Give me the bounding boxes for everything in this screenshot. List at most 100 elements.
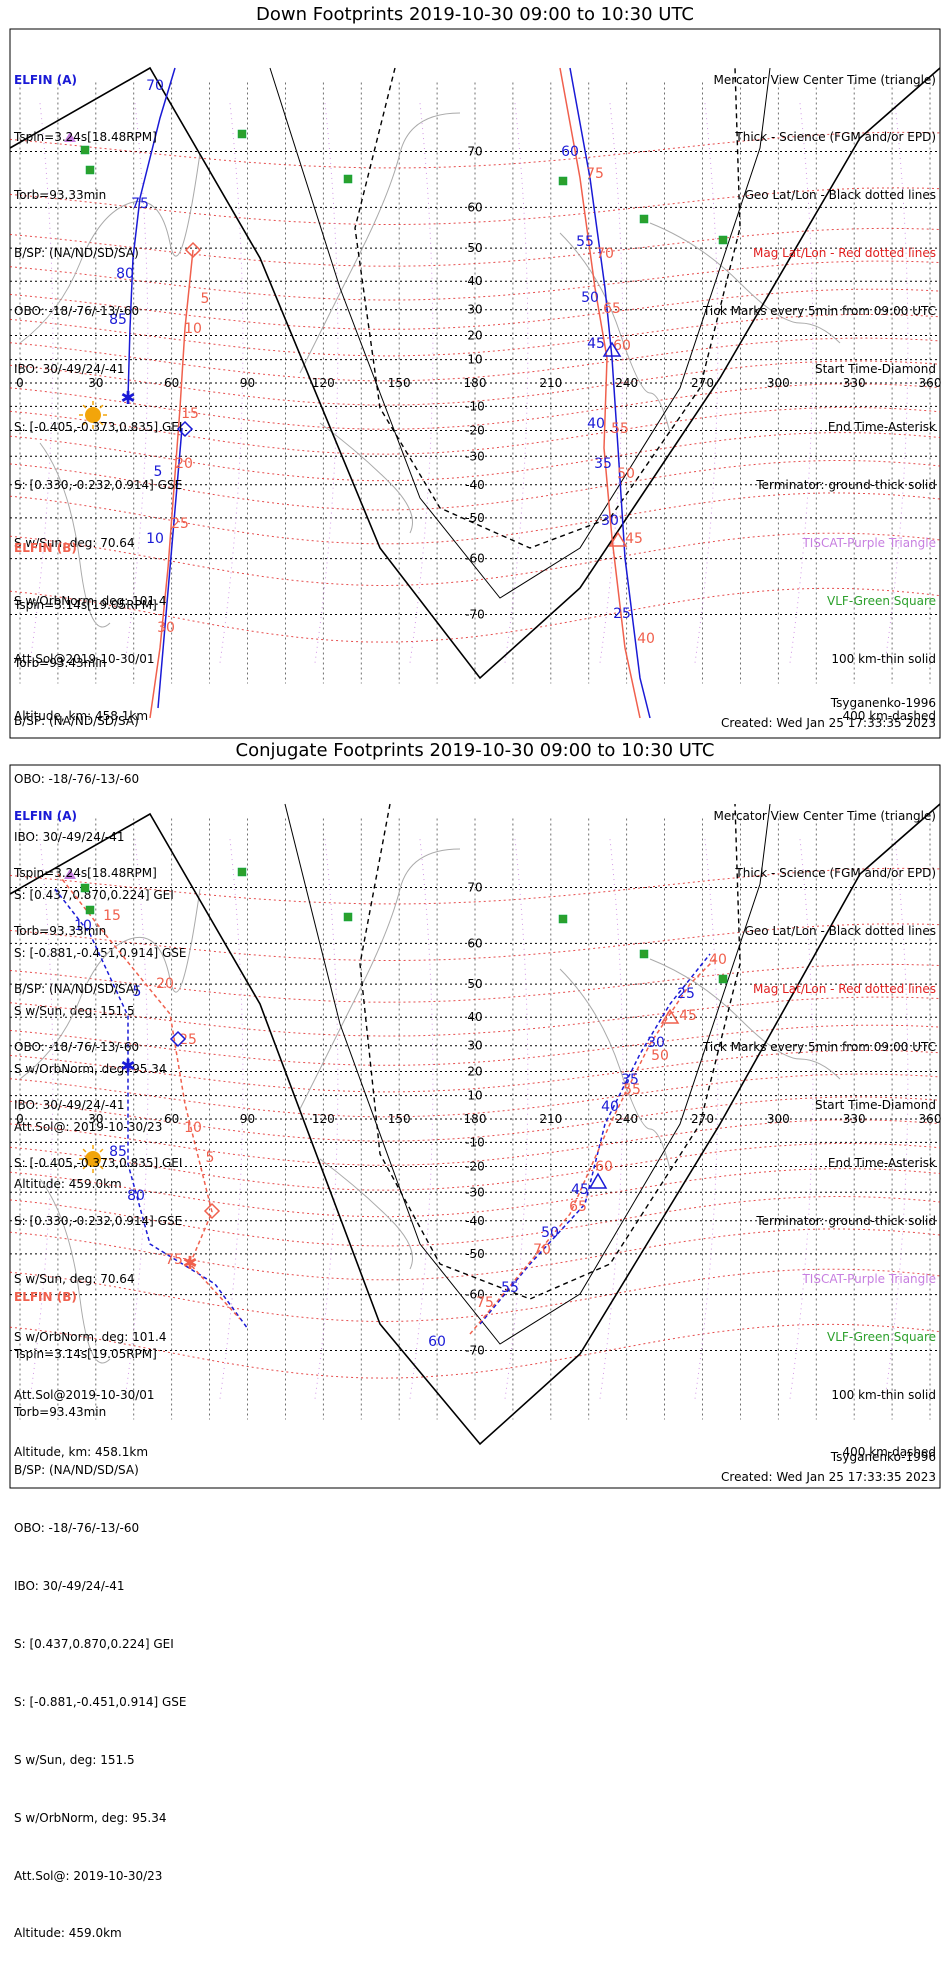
coastline: [39, 1178, 111, 1364]
mag-lon-line: [409, 103, 434, 663]
coastline: [299, 848, 461, 1110]
legend-item: Start Time-Diamond: [814, 1098, 936, 1113]
mag-lat-line: [9, 1073, 941, 1118]
mag-lat-line: [9, 532, 941, 587]
lat-tick-label: -10: [465, 1135, 485, 1149]
elfin-a-info-down: ELFIN (A) Tspin=3.24s[18.48RPM] Torb=93.…: [14, 32, 182, 746]
elfin-b-line: B/SP: (NA/ND/SD/SA): [14, 714, 139, 729]
lon-tick-label: 300: [767, 376, 790, 390]
mag-lat-line: [9, 1119, 941, 1166]
elfin-a-time-label: 30: [601, 513, 619, 529]
mag-lat-line: [9, 314, 941, 357]
mag-lat-line: [9, 432, 941, 482]
map-panel-down: 0 30 60 90 120 150 180 210 240 270 300 330 360 70 60 50…: [9, 28, 941, 739]
elfin-b-line: Altitude: 459.0km: [14, 1177, 122, 1192]
legend-item: Terminator: ground-thick solid: [756, 477, 936, 492]
lat-tick-label: -40: [465, 1214, 485, 1228]
mag-lon-line: [599, 103, 624, 663]
elfin-b-time-label: 5: [206, 1150, 215, 1166]
coastline: [319, 422, 413, 534]
elfin-b-time-label: 25: [171, 516, 189, 532]
elfin-b-time-label: 20: [175, 456, 193, 472]
vlf-station-square: [85, 905, 95, 915]
mag-lat-line: [9, 1143, 941, 1191]
lon-tick-label: 270: [691, 376, 714, 390]
sun-ray: [99, 1148, 104, 1153]
elfin-b-line: S w/Sun, deg: 151.5: [14, 1003, 135, 1018]
elfin-b-time-label: 70: [596, 246, 614, 262]
legend-item: Start Time-Diamond: [814, 362, 936, 377]
lat-tick-label: 30: [467, 303, 482, 317]
elfin-a-line: Tspin=3.24s[18.48RPM]: [14, 866, 157, 881]
panel-title-down: Down Footprints 2019-10-30 09:00 to 10:3…: [256, 4, 694, 25]
elfin-b-line: S w/OrbNorm, deg: 95.34: [14, 1810, 167, 1825]
lon-tick-label: 60: [164, 1112, 179, 1126]
elfin-a-track: [54, 888, 249, 1330]
elfin-b-line: S: [-0.881,-0.451,0.914] GSE: [14, 945, 187, 960]
terminator-ground-line: [9, 803, 941, 1446]
sun-ray: [99, 404, 104, 409]
elfin-a-line: IBO: 30/-49/24/-41: [14, 1098, 125, 1113]
elfin-a-line: S: [0.330,-0.232,0.914] GSE: [14, 477, 183, 492]
legend-item: 400 km-dashed: [842, 709, 936, 724]
lat-tick-label: 60: [467, 200, 482, 214]
start-diamond-b: [184, 241, 202, 259]
elfin-b-line: Tspin=3.14s[19.05RPM]: [14, 598, 157, 613]
lon-tick-label: 330: [843, 1112, 866, 1126]
lat-tick-label: -70: [465, 1344, 485, 1358]
lat-tick-label: -60: [465, 552, 485, 566]
elfin-a-time-label: 5: [133, 984, 142, 1000]
legend-item: Tick Marks every 5min from 09:00 UTC: [702, 1040, 936, 1055]
mag-lat-line: [9, 996, 941, 1037]
elfin-b-time-label: 15: [103, 908, 121, 924]
sun-icon: [85, 1151, 101, 1167]
lon-tick-label: 240: [615, 1112, 638, 1126]
lon-tick-label: 180: [464, 376, 487, 390]
elfin-a-line: S w/Sun, deg: 70.64: [14, 1271, 135, 1286]
lon-tick-label: 0: [16, 376, 24, 390]
vlf-station-square: [237, 867, 247, 877]
elfin-a-time-label: 80: [116, 266, 134, 282]
elfin-b-time-label: 15: [181, 406, 199, 422]
lon-tick-label: 330: [843, 376, 866, 390]
legend-item: TISCAT-Purple Triangle: [802, 1271, 936, 1286]
vlf-station-square: [558, 176, 568, 186]
lat-tick-label: -40: [465, 478, 485, 492]
legend-item: VLF-Green Square: [827, 593, 936, 608]
mag-lat-line: [9, 383, 941, 430]
lat-tick-label: 40: [467, 1010, 482, 1024]
elfin-a-line: S w/Sun, deg: 70.64: [14, 535, 135, 550]
lat-tick-label: 70: [467, 144, 482, 158]
elfin-b-line: S: [0.437,0.870,0.224] GEI: [14, 1636, 174, 1651]
mag-lat-line: [9, 288, 941, 330]
lon-tick-label: 210: [539, 1112, 562, 1126]
elfin-a-time-label: 45: [587, 336, 605, 352]
coastline: [649, 958, 841, 1080]
lon-tick-label: 210: [539, 376, 562, 390]
elfin-a-line: Altitude, km: 458.1km: [14, 709, 149, 724]
elfin-a-time-label: 75: [131, 196, 149, 212]
vlf-station-square: [639, 214, 649, 224]
lat-tick-label: -50: [465, 511, 485, 525]
mag-lat-line: [9, 867, 941, 905]
mag-lon-line: [29, 839, 54, 1399]
elfin-b-line: S w/OrbNorm, deg: 95.34: [14, 1061, 167, 1076]
mag-lon-line: [504, 103, 529, 663]
coastline: [559, 968, 671, 1170]
elfin-b-time-label: 50: [651, 1048, 669, 1064]
elfin-a-time-label: 50: [541, 1225, 559, 1241]
elfin-a-track-east: [479, 953, 711, 1325]
terminator-ground-line: [9, 66, 941, 680]
lat-tick-label: 10: [467, 353, 482, 367]
map-frame: [9, 764, 941, 1489]
sun-ray: [82, 421, 87, 426]
tiscat-triangle: [64, 132, 76, 142]
elfin-b-track-east: [469, 958, 716, 1335]
elfin-a-time-label: 5: [154, 464, 163, 480]
legend-item: End Time-Asterisk: [827, 419, 936, 434]
end-asterisk-a: ✱: [120, 1056, 135, 1077]
elfin-a-line: S: [-0.405,-0.373,0.835] GEI: [14, 1155, 183, 1170]
mag-lon-line: [124, 839, 149, 1399]
mag-lat-line: [9, 1228, 941, 1281]
elfin-b-time-label: 10: [184, 321, 202, 337]
